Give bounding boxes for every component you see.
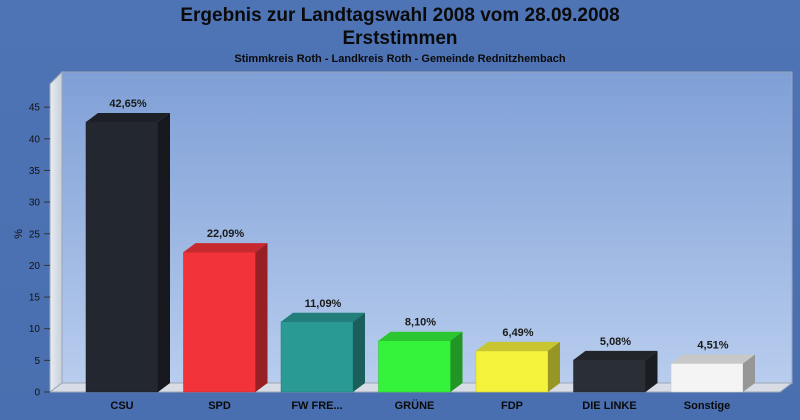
category-label: FDP [501,400,523,412]
bar [183,243,268,393]
y-tick-label: 35 [29,166,41,177]
category-label: FW FRE... [291,400,342,412]
y-tick-label: 30 [29,198,41,209]
y-tick-label: 20 [29,261,41,272]
bar-side [255,243,268,392]
y-tick-label: 0 [34,388,40,399]
bar-top [476,341,560,351]
bar-front [573,359,646,393]
bar-side [353,312,365,392]
bar-front [280,321,354,393]
category-label: SPD [208,400,231,412]
category-label: GRÜNE [395,399,435,412]
bar-front [183,251,256,393]
chart-title: Ergebnis zur Landtagswahl 2008 vom 28.09… [0,4,800,50]
bar [378,331,463,393]
category-labels-group: CSU SPD FW FRE... GRÜNE FDP DIE LINKE Sonstige [110,399,730,412]
category-label: Sonstige [684,400,730,412]
value-label: 42,65% [109,98,147,110]
bar [475,341,560,393]
chart-subtitle: Stimmkreis Roth - Landkreis Roth - Gemei… [234,53,566,65]
value-label: 4,51% [697,339,728,351]
y-tick-label: 10 [29,324,41,335]
y-tick-label: 40 [29,134,41,145]
value-label: 8,10% [405,317,436,329]
chart-title-line2: Erststimmen [342,28,458,49]
bar [670,354,755,393]
category-label: CSU [110,400,133,412]
bar [280,312,365,393]
y-tick-label: 45 [29,103,41,114]
chart-title-line1: Ergebnis zur Landtagswahl 2008 vom 28.09… [180,5,620,26]
bar-top [183,243,268,253]
bar-top [671,354,755,364]
bar-side [450,331,463,392]
bar [573,350,658,393]
y-tick-label: 25 [29,229,41,240]
category-label: DIE LINKE [582,400,636,412]
y-tick-label: 15 [29,293,41,304]
bar-side [645,350,658,392]
bar-front [475,350,549,393]
bar-top [573,350,658,360]
value-label: 5,08% [600,336,631,348]
bar-side [743,354,755,392]
value-label: 22,09% [207,228,245,240]
value-label: 11,09% [305,298,342,310]
bar [85,113,170,393]
bar-front [378,340,451,393]
bar-front [85,121,159,393]
y-axis-label: % [13,229,25,239]
bar-side [158,113,170,392]
bar-top [378,331,463,341]
y-tick-label: 5 [34,356,40,367]
bar-side [548,341,560,392]
value-labels-group: 42,65% 22,09% 11,09% 8,10% 6,49% 5,08% 4,51% [109,98,728,351]
y-axis-ticks: 0 5 10 15 20 25 30 35 40 45 [29,103,50,399]
bar-top [281,312,365,322]
bar-front [670,363,744,393]
value-label: 6,49% [502,327,533,339]
bars-group [85,113,755,393]
bar-top [86,113,170,123]
